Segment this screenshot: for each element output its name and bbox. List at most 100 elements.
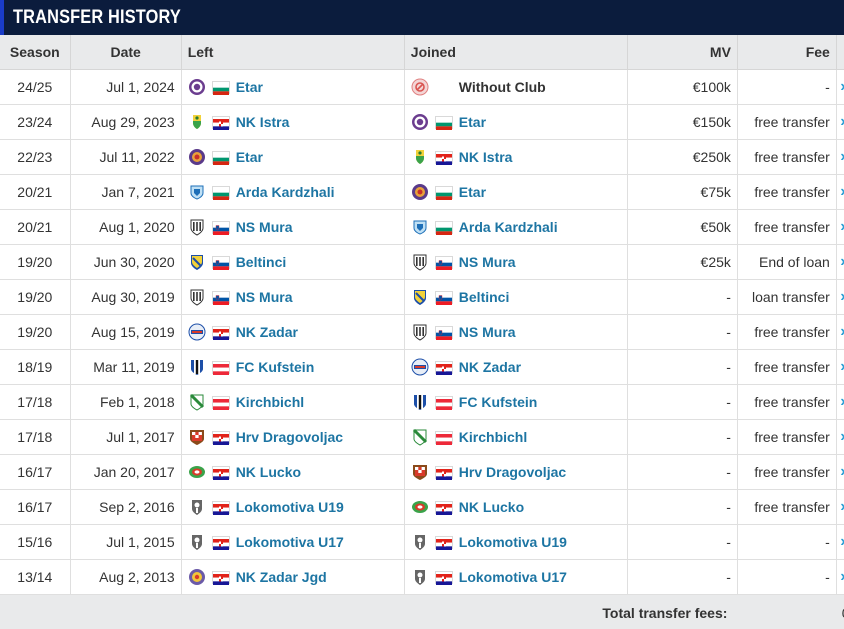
- club-crest-icon[interactable]: [188, 183, 206, 201]
- joined-club-link[interactable]: Lokomotiva U19: [458, 534, 567, 550]
- club-crest-icon[interactable]: [411, 533, 429, 551]
- transfer-row[interactable]: 13/14 Aug 2, 2013 NK Zadar Jgd Lokomotiva U…: [0, 559, 844, 595]
- chevron-right-icon[interactable]: ›: [840, 253, 844, 270]
- club-crest-icon[interactable]: [188, 218, 206, 236]
- left-club-link[interactable]: NS Mura: [235, 289, 293, 305]
- joined-club-link[interactable]: Lokomotiva U17: [458, 569, 567, 585]
- joined-club-link[interactable]: NK Zadar: [458, 359, 522, 375]
- club-crest-icon[interactable]: [188, 323, 206, 341]
- joined-club-link[interactable]: Etar: [458, 184, 487, 200]
- left-club-link[interactable]: Kirchbichl: [235, 394, 305, 410]
- joined-club-link[interactable]: Etar: [458, 114, 487, 130]
- joined-club-link[interactable]: Arda Kardzhali: [458, 219, 558, 235]
- column-header-season[interactable]: Season: [0, 35, 71, 70]
- chevron-right-icon[interactable]: ›: [840, 288, 844, 305]
- club-crest-icon[interactable]: [411, 113, 429, 131]
- column-header-joined[interactable]: Joined: [404, 35, 628, 70]
- transfer-row[interactable]: 19/20 Aug 30, 2019 NS Mura Beltinci - loan tr…: [0, 279, 844, 315]
- transfer-row[interactable]: 19/20 Aug 15, 2019 NK Zadar NS Mura - free tr…: [0, 314, 844, 350]
- transfer-row[interactable]: 19/20 Jun 30, 2020 Beltinci NS Mura €25k End …: [0, 244, 844, 280]
- club-crest-icon[interactable]: [188, 358, 206, 376]
- joined-club-link[interactable]: FC Kufstein: [458, 394, 538, 410]
- club-crest-icon[interactable]: [188, 113, 206, 131]
- column-header-fee[interactable]: Fee: [737, 35, 837, 70]
- left-club-link[interactable]: Arda Kardzhali: [235, 184, 335, 200]
- club-crest-icon[interactable]: [411, 393, 429, 411]
- club-crest-icon[interactable]: [188, 148, 206, 166]
- chevron-right-icon[interactable]: ›: [840, 568, 844, 585]
- transfer-row[interactable]: 16/17 Sep 2, 2016 Lokomotiva U19 NK Lucko - f…: [0, 489, 844, 525]
- left-club-link[interactable]: FC Kufstein: [235, 359, 315, 375]
- club-crest-icon[interactable]: [411, 568, 429, 586]
- transfer-row[interactable]: 23/24 Aug 29, 2023 NK Istra Etar €150k free t…: [0, 104, 844, 140]
- left-club-link[interactable]: Lokomotiva U19: [235, 499, 344, 515]
- club-crest-icon[interactable]: [411, 288, 429, 306]
- club-crest-icon[interactable]: [188, 288, 206, 306]
- column-header-mv[interactable]: MV: [627, 35, 738, 70]
- left-club-cell: NK Lucko: [181, 454, 405, 490]
- joined-club-link[interactable]: Kirchbichl: [458, 429, 528, 445]
- left-club-link[interactable]: NK Zadar Jgd: [235, 569, 327, 585]
- transfer-row[interactable]: 22/23 Jul 11, 2022 Etar NK Istra €250k free t…: [0, 139, 844, 175]
- left-club-link[interactable]: Etar: [235, 149, 263, 165]
- column-header-left[interactable]: Left: [181, 35, 405, 70]
- club-crest-icon[interactable]: [411, 253, 429, 271]
- club-crest-icon[interactable]: [411, 498, 429, 516]
- transfer-row[interactable]: 18/19 Mar 11, 2019 FC Kufstein NK Zadar - fre…: [0, 349, 844, 385]
- joined-club-link[interactable]: Beltinci: [458, 289, 510, 305]
- club-crest-icon[interactable]: [411, 78, 429, 96]
- club-crest-icon[interactable]: [188, 533, 206, 551]
- chevron-right-icon[interactable]: ›: [840, 463, 844, 480]
- left-club-link[interactable]: NS Mura: [235, 219, 293, 235]
- transfer-row[interactable]: 15/16 Jul 1, 2015 Lokomotiva U17 Lokomotiva…: [0, 524, 844, 560]
- left-club-link[interactable]: Lokomotiva U17: [235, 534, 344, 550]
- transfer-row[interactable]: 20/21 Aug 1, 2020 NS Mura Arda Kardzhali €50…: [0, 209, 844, 245]
- club-crest-icon[interactable]: [411, 463, 429, 481]
- club-crest-icon[interactable]: [188, 78, 206, 96]
- club-crest-icon[interactable]: [188, 498, 206, 516]
- left-club-link[interactable]: Beltinci: [235, 254, 287, 270]
- transfer-row[interactable]: 20/21 Jan 7, 2021 Arda Kardzhali Etar €75k fr…: [0, 174, 844, 210]
- left-club-link[interactable]: Hrv Dragovoljac: [235, 429, 344, 445]
- chevron-right-icon[interactable]: ›: [840, 78, 844, 95]
- chevron-right-icon[interactable]: ›: [840, 533, 844, 550]
- club-crest-icon[interactable]: [411, 428, 429, 446]
- transfer-row[interactable]: 16/17 Jan 20, 2017 NK Lucko Hrv Dragovoljac…: [0, 454, 844, 490]
- joined-club-link[interactable]: NS Mura: [458, 324, 516, 340]
- transfer-row[interactable]: 17/18 Jul 1, 2017 Hrv Dragovoljac Kirchbich…: [0, 419, 844, 455]
- club-crest-icon[interactable]: [188, 253, 206, 271]
- chevron-right-icon[interactable]: ›: [840, 218, 844, 235]
- chevron-right-icon[interactable]: ›: [840, 183, 844, 200]
- market-value-cell: -: [627, 559, 738, 595]
- transfer-row[interactable]: 17/18 Feb 1, 2018 Kirchbichl FC Kufstein - fr…: [0, 384, 844, 420]
- club-crest-icon[interactable]: [188, 393, 206, 411]
- chevron-right-icon[interactable]: ›: [840, 148, 844, 165]
- club-crest-icon[interactable]: [411, 218, 429, 236]
- club-crest-icon[interactable]: [188, 428, 206, 446]
- club-crest-icon[interactable]: [411, 358, 429, 376]
- left-club: Hrv Dragovoljac: [188, 428, 398, 446]
- left-club-link[interactable]: NK Zadar: [235, 324, 298, 340]
- joined-club-link[interactable]: NS Mura: [458, 254, 516, 270]
- chevron-right-icon[interactable]: ›: [840, 393, 844, 410]
- club-crest-icon[interactable]: [411, 148, 429, 166]
- chevron-right-icon[interactable]: ›: [840, 428, 844, 445]
- chevron-right-icon[interactable]: ›: [840, 358, 844, 375]
- chevron-right-icon[interactable]: ›: [840, 498, 844, 515]
- joined-club-link[interactable]: Hrv Dragovoljac: [458, 464, 567, 480]
- joined-club-link[interactable]: NK Lucko: [458, 499, 525, 515]
- club-crest-icon[interactable]: [411, 183, 429, 201]
- market-value-cell: €25k: [627, 244, 738, 280]
- chevron-right-icon[interactable]: ›: [840, 113, 844, 130]
- left-club-link[interactable]: Etar: [235, 79, 263, 95]
- left-club-link[interactable]: NK Lucko: [235, 464, 302, 480]
- club-crest-icon[interactable]: [188, 463, 206, 481]
- joined-club: Beltinci: [411, 288, 621, 306]
- chevron-right-icon[interactable]: ›: [840, 323, 844, 340]
- column-header-date[interactable]: Date: [70, 35, 182, 70]
- club-crest-icon[interactable]: [411, 323, 429, 341]
- left-club-link[interactable]: NK Istra: [235, 114, 290, 130]
- joined-club-link[interactable]: NK Istra: [458, 149, 513, 165]
- club-crest-icon[interactable]: [188, 568, 206, 586]
